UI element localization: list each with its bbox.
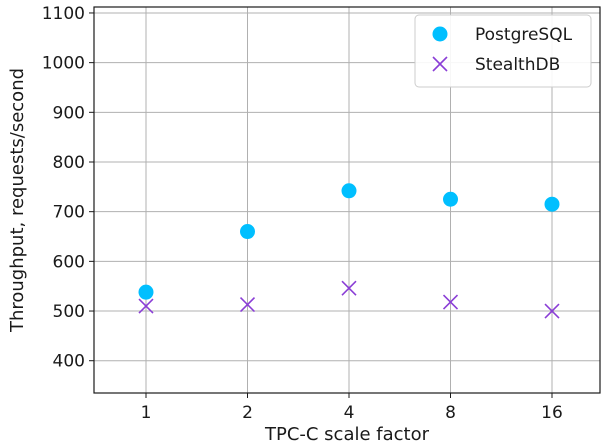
y-axis-label: Throughput, requests/second <box>7 68 28 333</box>
series-postgresql <box>138 183 560 300</box>
x-axis-label: TPC-C scale factor <box>264 424 430 445</box>
data-point-x <box>341 280 357 296</box>
legend-box <box>414 14 592 88</box>
x-tick-label: 8 <box>445 403 456 423</box>
data-point-circle <box>443 191 458 207</box>
legend-label: StealthDB <box>475 55 560 75</box>
plot-frame <box>93 6 601 394</box>
legend-marker <box>432 56 448 72</box>
data-series <box>138 183 560 319</box>
legend: PostgreSQL StealthDB <box>414 14 592 88</box>
data-point-x <box>239 297 256 313</box>
y-tick-label: 1100 <box>42 4 85 24</box>
data-point-x <box>442 294 459 310</box>
data-point-x <box>138 298 154 314</box>
data-point-circle <box>341 183 357 199</box>
x-tick-label: 4 <box>344 403 355 423</box>
y-tick-label: 1000 <box>42 54 85 74</box>
y-tick-label: 700 <box>53 203 85 223</box>
data-point-circle <box>240 224 255 240</box>
x-tick-label: 2 <box>242 403 253 423</box>
series-stealthdb <box>138 280 560 319</box>
data-point-x <box>544 303 560 319</box>
y-axis-ticks: 400 500 600 700 800 900 1000 1100 <box>42 4 94 372</box>
y-tick-label: 900 <box>53 103 85 123</box>
legend-label: PostgreSQL <box>475 25 573 45</box>
legend-marker <box>432 26 448 42</box>
x-axis-ticks: 1 2 4 8 16 <box>141 393 563 423</box>
x-tick-label: 1 <box>141 403 152 423</box>
y-tick-label: 800 <box>53 153 85 173</box>
data-point-circle <box>544 196 560 212</box>
y-tick-label: 400 <box>53 352 85 372</box>
x-tick-label: 16 <box>541 403 563 423</box>
y-tick-label: 500 <box>53 302 85 322</box>
y-tick-label: 600 <box>53 252 85 272</box>
data-point-circle <box>138 284 154 300</box>
